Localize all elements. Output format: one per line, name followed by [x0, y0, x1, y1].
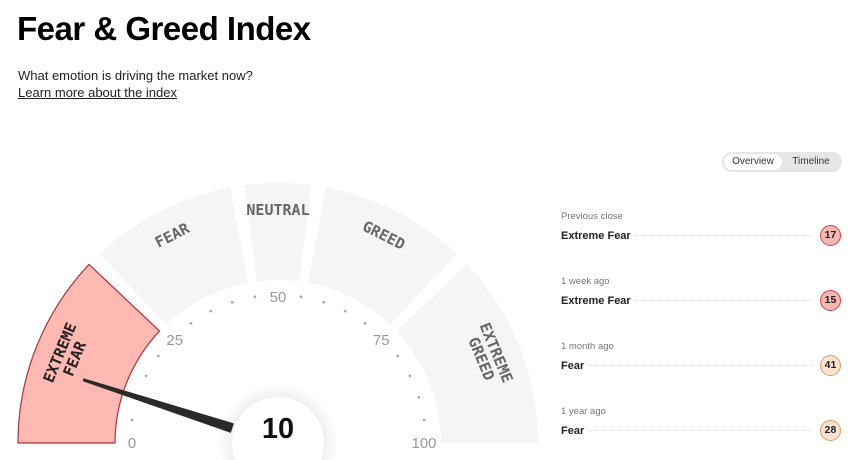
tick-dot [189, 321, 193, 325]
history-rating: Fear [561, 359, 585, 372]
tick-label: 100 [411, 435, 436, 452]
history-score-badge: 41 [820, 355, 841, 376]
history-score-badge: 28 [820, 420, 841, 441]
segment-label: NEUTRAL [246, 201, 309, 219]
tick-dot [299, 295, 303, 299]
history-rating: Extreme Fear [561, 294, 631, 307]
dotted-leader [634, 300, 812, 301]
tick-label: 0 [128, 435, 136, 452]
tick-dot [130, 418, 134, 422]
tick-dot [363, 321, 367, 325]
dotted-leader [634, 235, 812, 236]
learn-more-link[interactable]: Learn more about the index [18, 85, 177, 100]
gauge-value: 10 [262, 413, 294, 445]
center-dial [232, 396, 324, 460]
history-row: Previous close Extreme Fear 17 [561, 211, 841, 246]
dotted-leader [588, 430, 812, 431]
tick-label: 25 [166, 332, 183, 349]
history-rating: Fear [561, 424, 585, 437]
tick-dot [144, 374, 148, 378]
page-title: Fear & Greed Index [17, 10, 311, 47]
gauge-segment-extreme-greed [396, 264, 538, 443]
tick-dot [343, 309, 347, 313]
history-row: 1 month ago Fear 41 [561, 341, 841, 376]
gauge-segment-fear [99, 187, 248, 325]
dotted-leader [588, 365, 812, 366]
tick-dot [408, 374, 412, 378]
history-period: 1 year ago [561, 406, 606, 417]
tick-dot [422, 418, 426, 422]
gauge-segment-greed [308, 187, 457, 325]
tick-label: 50 [270, 289, 287, 306]
gauge-segment-extreme-fear [17, 263, 161, 444]
history-rating: Extreme Fear [561, 229, 631, 242]
page-subtitle: What emotion is driving the market now? [18, 68, 253, 83]
gauge-segment-neutral [244, 182, 312, 282]
tick-dot [322, 300, 326, 304]
fear-greed-gauge: EXTREMEFEARFEARNEUTRALGREEDEXTREMEGREED0… [17, 182, 538, 460]
tab-overview[interactable]: Overview [724, 154, 782, 170]
history-period: Previous close [561, 211, 623, 222]
history-period: 1 month ago [561, 341, 614, 352]
tick-dot [396, 354, 400, 358]
tick-dot [156, 354, 160, 358]
history-row: 1 year ago Fear 28 [561, 406, 841, 441]
tick-dot [417, 395, 421, 399]
history-period: 1 week ago [561, 276, 610, 287]
tick-dot [253, 295, 257, 299]
tab-timeline[interactable]: Timeline [792, 156, 830, 167]
tick-dot [209, 309, 213, 313]
history-score-badge: 15 [820, 290, 841, 311]
history-score-badge: 17 [820, 225, 841, 246]
segment-label-line: NEUTRAL [246, 201, 309, 219]
history-row: 1 week ago Extreme Fear 15 [561, 276, 841, 311]
view-toggle: Overview Timeline [722, 152, 842, 172]
tick-dot [230, 300, 234, 304]
gauge-needle [82, 378, 234, 433]
tick-label: 75 [373, 332, 390, 349]
